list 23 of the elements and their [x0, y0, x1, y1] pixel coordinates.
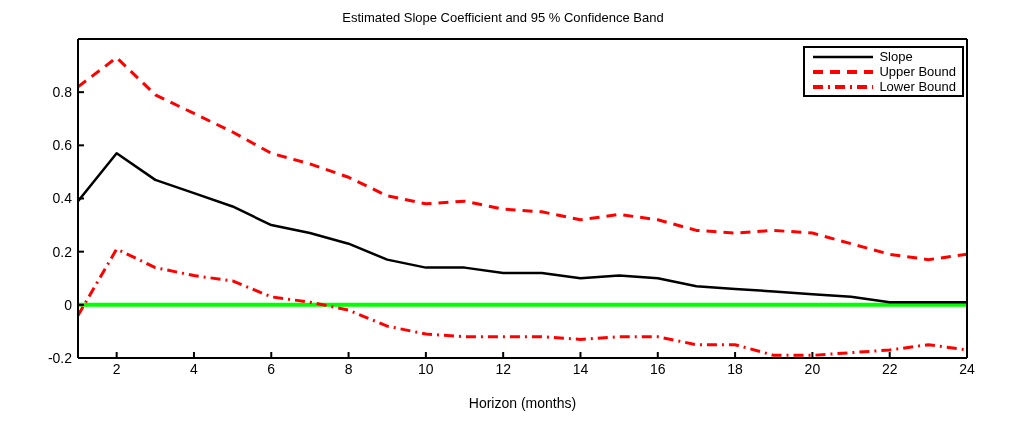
x-tick-label: 18 [727, 360, 744, 377]
legend-label: Upper Bound [879, 64, 956, 79]
x-tick-label: 16 [649, 360, 666, 377]
x-tick-label: 12 [495, 360, 512, 377]
x-tick-label: 2 [112, 360, 121, 377]
x-tick-label: 6 [267, 360, 276, 377]
y-tick-label: -0.2 [47, 349, 73, 366]
x-tick-label: 10 [418, 360, 434, 377]
legend-label: Lower Bound [879, 79, 956, 94]
x-tick-label: 4 [190, 360, 199, 377]
y-tick-label: 0 [64, 296, 73, 313]
x-tick-label: 22 [881, 360, 898, 377]
x-tick-label: 24 [959, 360, 975, 377]
legend-label: Slope [879, 49, 913, 64]
x-tick-label: 20 [804, 360, 821, 377]
y-tick-label: 0.4 [52, 190, 73, 207]
y-tick-label: 0.2 [52, 243, 73, 260]
x-axis-title: Horizon (months) [468, 395, 577, 411]
x-tick-label: 14 [572, 360, 589, 377]
y-tick-label: 0.8 [52, 84, 73, 101]
y-tick-label: 0.6 [52, 137, 73, 154]
x-tick-label: 8 [344, 360, 353, 377]
chart-title: Estimated Slope Coefficient and 95 % Confidence Band [341, 9, 665, 27]
